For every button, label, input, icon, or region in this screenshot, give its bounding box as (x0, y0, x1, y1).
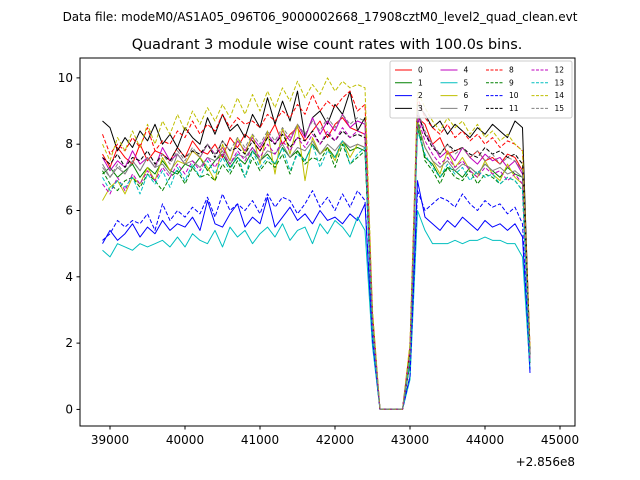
series-layer (102, 77, 531, 410)
series-line-1 (102, 127, 531, 410)
plot-area: 39000 40000 41000 42000 43000 44000 45000 0 2 4 6… (58, 57, 579, 469)
suptitle: Data file: modeM0/AS1A05_096T06_90000026… (63, 10, 578, 24)
plot-background (80, 58, 575, 426)
legend-label-4: 4 (464, 66, 469, 75)
series-line-3 (102, 90, 531, 410)
legend-label-9: 9 (509, 78, 514, 87)
series-line-13 (102, 130, 531, 410)
legend-label-11: 11 (509, 104, 519, 113)
x-axis: 39000 40000 41000 42000 43000 44000 45000 (91, 426, 579, 447)
y-axis: 0 2 4 6 8 10 (58, 71, 80, 416)
legend-label-13: 13 (555, 78, 565, 87)
x-tick-label: 43000 (391, 433, 429, 447)
x-tick-label: 40000 (166, 433, 204, 447)
series-line-9 (102, 117, 531, 410)
x-tick-label: 41000 (241, 433, 279, 447)
legend-label-8: 8 (509, 66, 514, 75)
legend-label-10: 10 (509, 91, 519, 100)
series-line-15 (102, 110, 531, 410)
axes-frame (79, 57, 576, 427)
series-line-6 (102, 120, 531, 410)
chart-title: Quadrant 3 module wise count rates with … (132, 37, 523, 53)
y-tick-label: 6 (65, 204, 73, 218)
x-tick-label: 45000 (541, 433, 579, 447)
series-line-2 (102, 180, 531, 410)
y-tick-label: 10 (58, 71, 73, 85)
legend-label-15: 15 (555, 104, 565, 113)
legend-label-7: 7 (464, 104, 469, 113)
legend-label-5: 5 (464, 78, 469, 87)
legend-label-6: 6 (464, 91, 469, 100)
legend-label-0: 0 (418, 66, 423, 75)
x-tick-label: 42000 (316, 433, 354, 447)
series-line-12 (102, 117, 531, 410)
legend-label-12: 12 (555, 66, 565, 75)
series-line-7 (102, 123, 531, 410)
series-line-10 (102, 190, 531, 410)
x-tick-label: 39000 (91, 433, 129, 447)
y-tick-label: 2 (65, 336, 73, 350)
series-line-5 (102, 210, 531, 410)
legend-label-3: 3 (418, 104, 423, 113)
legend-label-14: 14 (555, 91, 565, 100)
legend-label-1: 1 (418, 78, 423, 87)
series-line-14 (102, 77, 531, 410)
y-tick-label: 0 (65, 402, 73, 416)
y-tick-label: 8 (65, 137, 73, 151)
x-offset-label: +2.856e8 (516, 455, 575, 469)
y-tick-label: 4 (65, 270, 73, 284)
series-line-11 (102, 110, 531, 410)
legend-label-2: 2 (418, 91, 423, 100)
legend-box (389, 60, 573, 119)
series-line-8 (102, 90, 531, 410)
x-tick-label: 44000 (466, 433, 504, 447)
